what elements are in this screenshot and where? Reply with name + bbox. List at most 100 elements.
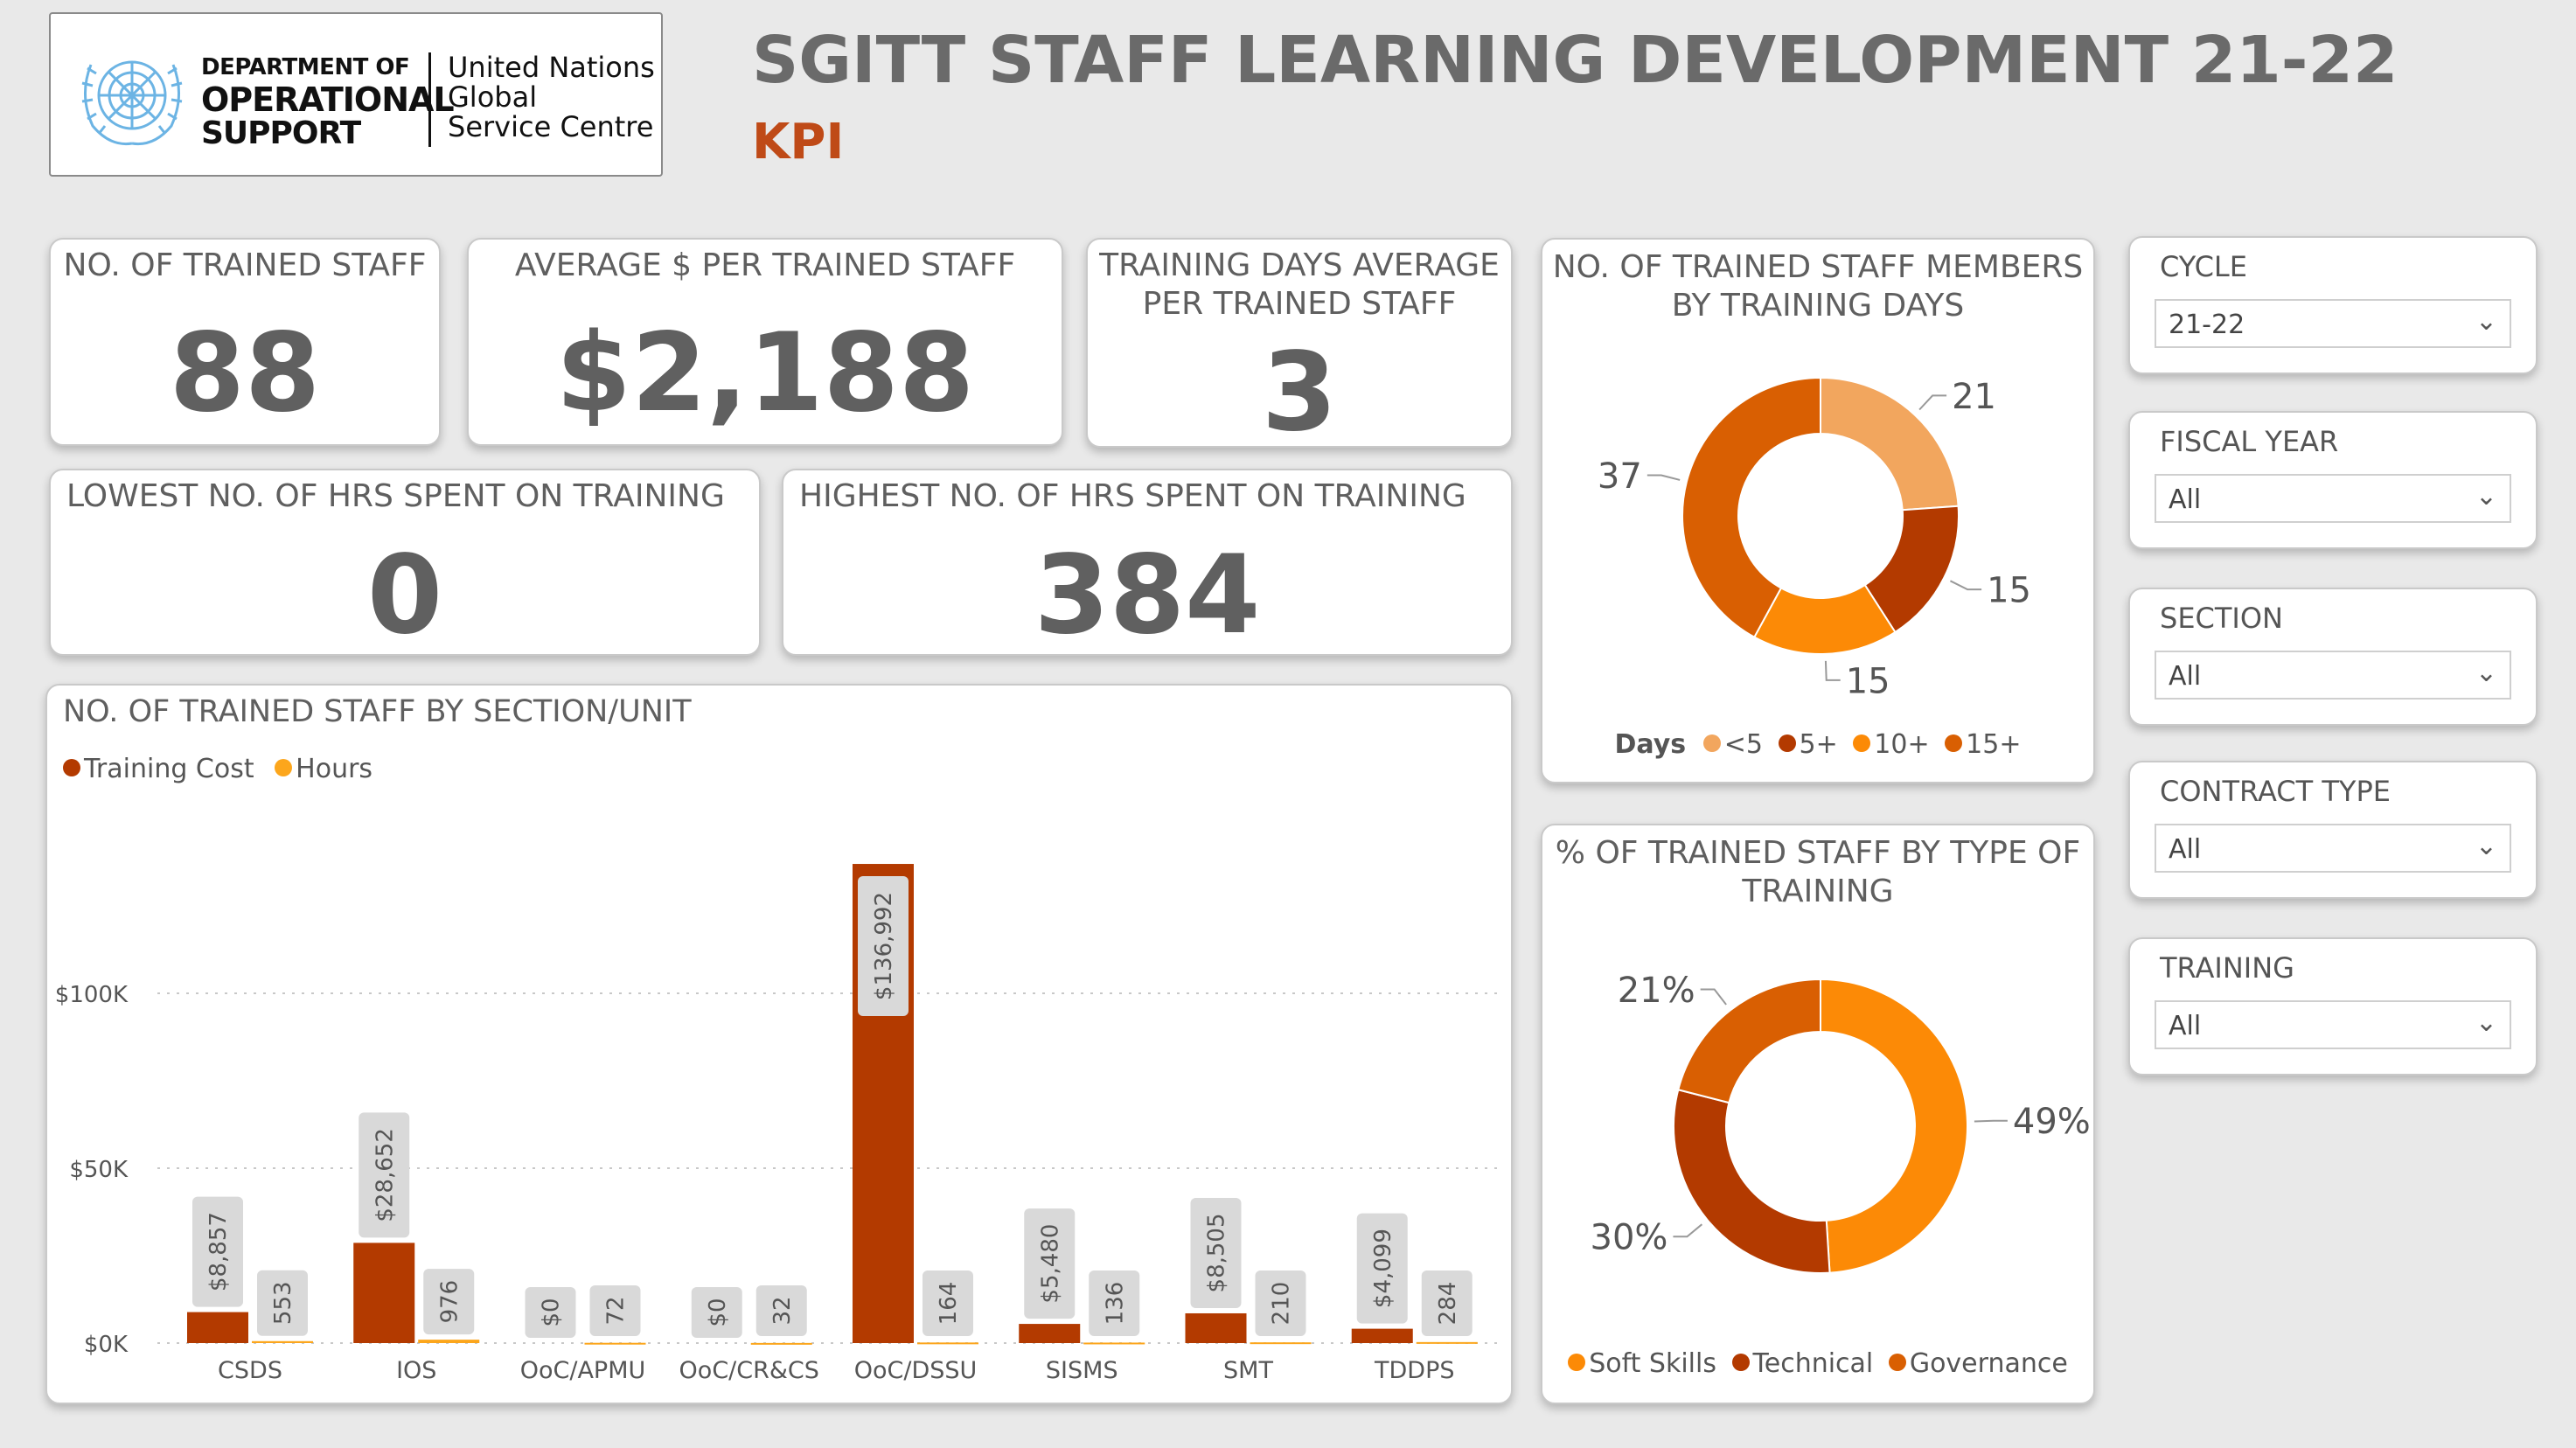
legend-item-15plus[interactable]: 15+ (1945, 729, 2021, 760)
logo-right2: Global (448, 80, 538, 114)
days-donut-value-label-10: 15 (1846, 661, 1890, 701)
x-tick-label-smt: SMT (1223, 1357, 1273, 1384)
type-donut-card: % OF TRAINED STAFF BY TYPE OF TRAINING 4… (1541, 824, 2095, 1404)
x-tick-label-ooc-apmu: OoC/APMU (520, 1357, 646, 1384)
data-label-hours-ios-box (423, 1269, 475, 1335)
data-label-training-cost-csds-box (192, 1196, 243, 1307)
legend-dot-soft-skills-icon (1568, 1353, 1586, 1371)
bar-hours-tddps (1416, 1341, 1478, 1344)
days-donut-value-label-5: 15 (1987, 571, 2031, 611)
legend-item-10plus[interactable]: 10+ (1853, 729, 1930, 760)
bar-training-cost-sisms (1019, 1324, 1081, 1343)
x-tick-label-sisms: SISMS (1046, 1357, 1118, 1384)
un-emblem-icon (81, 60, 183, 146)
chevron-down-icon: ⌄ (2475, 831, 2497, 861)
x-tick-label-csds: CSDS (218, 1357, 282, 1384)
bar-hours-smt (1250, 1342, 1312, 1345)
legend-label-technical: Technical (1752, 1348, 1874, 1379)
x-tick-label-ooc-dssu: OoC/DSSU (854, 1357, 978, 1384)
bar-hours-ooc-dssu (917, 1342, 978, 1345)
logo-right1: United Nations (448, 51, 655, 84)
bar-chart-title: NO. OF TRAINED STAFF BY SECTION/UNIT (63, 694, 692, 729)
chevron-down-icon: ⌄ (2475, 658, 2497, 688)
data-label-hours-ooc-cr-cs: 32 (769, 1296, 796, 1325)
type-donut-title-2: TRAINING (1742, 874, 1894, 909)
type-donut-slice-soft-skills (1820, 978, 1968, 1274)
days-donut-title-2: BY TRAINING DAYS (1671, 288, 1965, 324)
chevron-down-icon: ⌄ (2475, 306, 2497, 337)
filter-section-value: All (2169, 661, 2202, 692)
kpi-lowest-hours: LOWEST NO. OF HRS SPENT ON TRAINING 0 (49, 469, 761, 656)
filter-contract-type-title: CONTRACT TYPE (2160, 775, 2391, 808)
days-donut-leader-line (1949, 580, 1982, 591)
filter-fiscal-year-title: FISCAL YEAR (2160, 425, 2339, 458)
legend-item-5plus[interactable]: 5+ (1778, 729, 1838, 760)
legend-item-hours[interactable]: Hours (275, 754, 372, 784)
x-tick-label-ios: IOS (396, 1357, 436, 1384)
legend-label-training-cost: Training Cost (84, 754, 254, 784)
data-label-training-cost-ooc-apmu: $0 (539, 1298, 565, 1326)
chevron-down-icon: ⌄ (2475, 1007, 2497, 1038)
filter-cycle-value: 21-22 (2169, 310, 2245, 340)
data-label-hours-smt-box (1255, 1270, 1306, 1336)
y-tick-label: $0K (84, 1332, 129, 1358)
kpi-lowest-hours-value: 0 (366, 533, 443, 658)
legend-dot-governance-icon (1888, 1353, 1906, 1371)
data-label-training-cost-ooc-cr-cs-box (691, 1287, 742, 1338)
days-donut-chart: 21 15 15 37 (1598, 377, 2031, 701)
legend-item-technical[interactable]: Technical (1731, 1348, 1874, 1379)
filter-training-title: TRAINING (2160, 951, 2294, 985)
data-label-training-cost-tddps: $4,099 (1370, 1229, 1396, 1308)
bar-hours-ooc-cr-cs (750, 1342, 812, 1345)
data-label-hours-ooc-apmu-box (589, 1285, 641, 1336)
data-label-training-cost-sisms-box (1024, 1208, 1076, 1319)
days-donut-leader-line (1824, 660, 1841, 681)
legend-item-lt5[interactable]: <5 (1702, 729, 1763, 760)
legend-label-15plus: 15+ (1966, 729, 2022, 760)
type-donut-value-label-soft-skills: 49% (2013, 1102, 2091, 1142)
filter-section-dropdown[interactable]: All ⌄ (2155, 651, 2511, 700)
bar-training-cost-csds (187, 1312, 248, 1343)
bar-chart-legend: Training Cost Hours (63, 754, 372, 784)
data-label-hours-ios: 976 (436, 1280, 463, 1324)
filter-contract-type-dropdown[interactable]: All ⌄ (2155, 824, 2511, 873)
data-label-training-cost-tddps-box (1356, 1213, 1408, 1324)
kpi-avg-days-title-1: TRAINING DAYS AVERAGE (1099, 247, 1500, 283)
legend-item-training-cost[interactable]: Training Cost (63, 754, 254, 784)
kpi-avg-days-title-2: PER TRAINED STAFF (1142, 286, 1457, 322)
kpi-avg-cost-title: AVERAGE $ PER TRAINED STAFF (514, 247, 1016, 283)
filter-fiscal-year-dropdown[interactable]: All ⌄ (2155, 474, 2511, 523)
days-donut-card: NO. OF TRAINED STAFF MEMBERS BY TRAINING… (1541, 238, 2095, 783)
logo-divider (428, 52, 431, 147)
filter-cycle-dropdown[interactable]: 21-22 ⌄ (2155, 299, 2511, 348)
type-donut-slice-technical (1673, 1089, 1831, 1274)
legend-label-lt5: <5 (1723, 729, 1763, 760)
bar-training-cost-smt (1185, 1312, 1247, 1343)
kpi-avg-days: TRAINING DAYS AVERAGE PER TRAINED STAFF … (1086, 238, 1513, 449)
days-donut-value-label-5: 21 (1952, 377, 1996, 417)
bar-training-cost-tddps (1351, 1328, 1413, 1343)
days-donut-value-label-15: 37 (1598, 456, 1642, 497)
legend-item-soft-skills[interactable]: Soft Skills (1568, 1348, 1716, 1379)
data-label-training-cost-smt: $8,505 (1204, 1213, 1230, 1292)
legend-item-governance[interactable]: Governance (1888, 1348, 2068, 1379)
legend-dot-10plus-icon (1853, 734, 1871, 752)
kpi-highest-hours: HIGHEST NO. OF HRS SPENT ON TRAINING 384 (782, 469, 1513, 656)
filter-fiscal-year-value: All (2169, 484, 2202, 515)
legend-label-10plus: 10+ (1874, 729, 1930, 760)
days-donut-title-1: NO. OF TRAINED STAFF MEMBERS (1552, 249, 2084, 285)
logo-line3: SUPPORT (201, 115, 361, 151)
chevron-down-icon: ⌄ (2475, 481, 2497, 512)
data-label-training-cost-ooc-cr-cs: $0 (705, 1298, 731, 1326)
data-label-training-cost-ooc-apmu-box (525, 1287, 576, 1338)
data-label-hours-ooc-dssu-box (922, 1270, 973, 1336)
legend-dot-technical-icon (1731, 1353, 1750, 1371)
kpi-highest-hours-value: 384 (1034, 533, 1261, 658)
data-label-training-cost-ooc-dssu: $136,992 (871, 892, 897, 1000)
filter-training-dropdown[interactable]: All ⌄ (2155, 1000, 2511, 1049)
type-donut-value-label-governance: 21% (1618, 971, 1695, 1011)
data-label-hours-tddps-box (1421, 1270, 1472, 1336)
type-donut-chart: 49% 30% 21% (1591, 971, 2091, 1274)
data-label-hours-sisms-box (1089, 1270, 1140, 1336)
bar-hours-ios (418, 1340, 480, 1343)
